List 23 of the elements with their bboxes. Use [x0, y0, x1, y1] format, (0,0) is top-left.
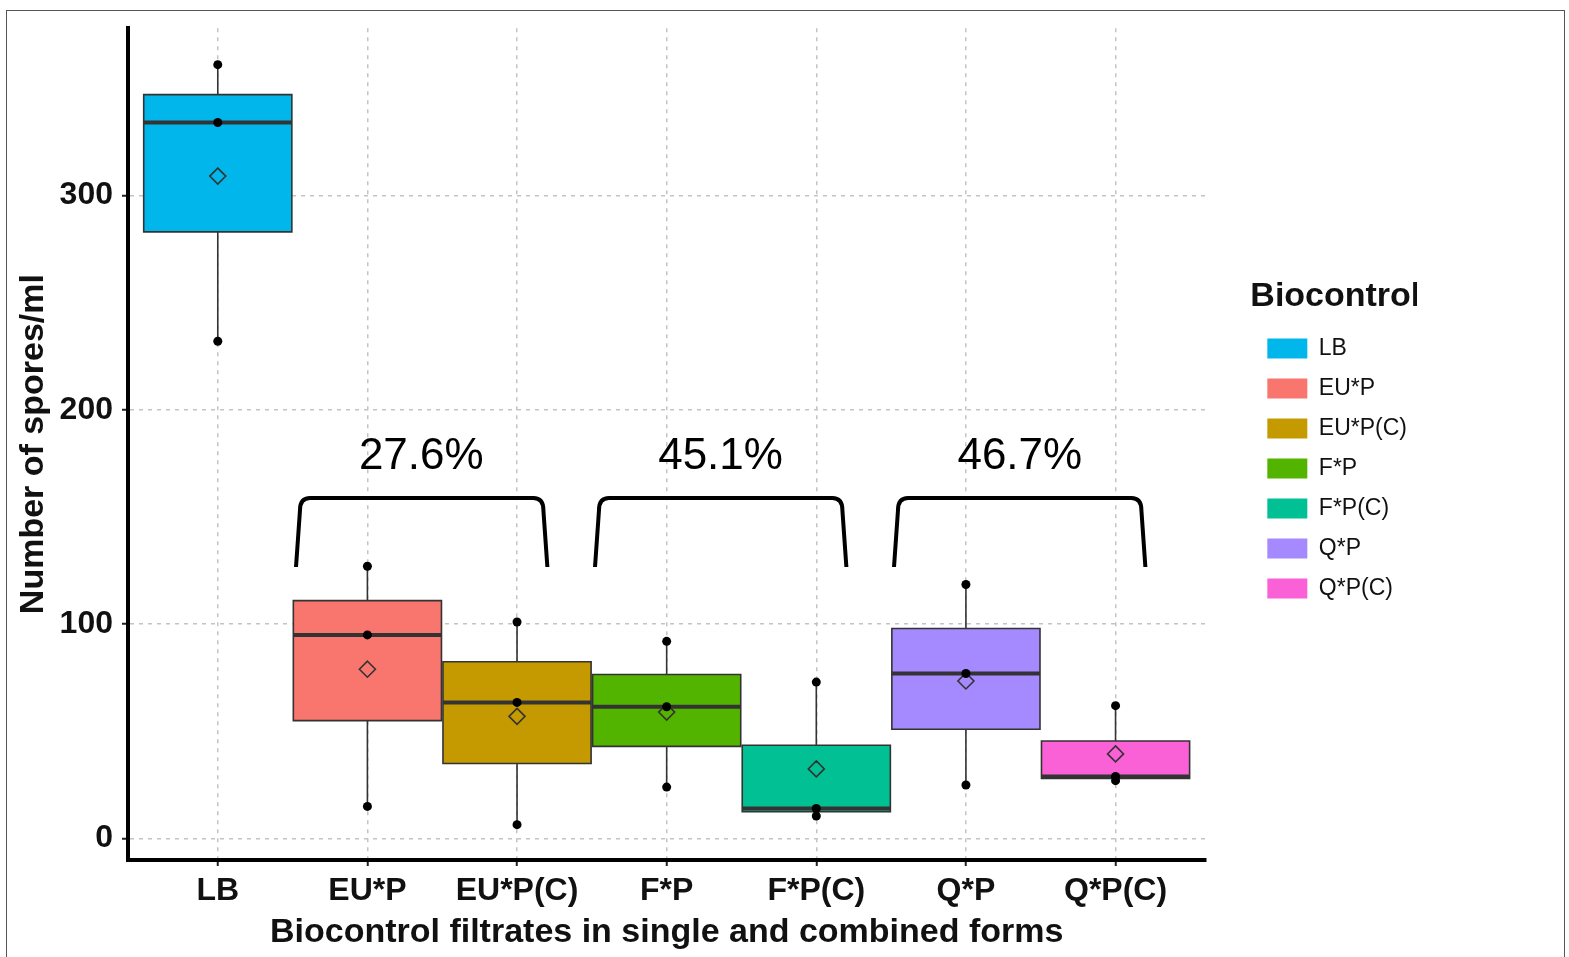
y-tick-label: 200	[59, 389, 113, 426]
y-tick-label: 300	[59, 175, 113, 212]
legend-label: Q*P(C)	[1318, 573, 1393, 600]
y-axis-title: Number of spores/ml	[11, 274, 50, 615]
x-tick-label: F*P	[639, 871, 694, 908]
x-tick-label: EU*P(C)	[455, 871, 579, 908]
x-tick-label: Q*P	[936, 871, 996, 908]
y-tick-label: 0	[95, 818, 113, 855]
annotation: 27.6%	[358, 428, 484, 478]
x-tick-label: EU*P	[328, 871, 407, 908]
x-tick-label: Q*P(C)	[1064, 871, 1168, 908]
legend-label: F*P	[1318, 453, 1358, 480]
legend-label: EU*P(C)	[1318, 413, 1407, 440]
annotation: 46.7%	[957, 428, 1083, 478]
legend-label: EU*P	[1318, 373, 1376, 400]
x-tick-label: LB	[196, 871, 240, 908]
annotation: 45.1%	[658, 428, 783, 478]
x-axis-title: Biocontrol filtrates in single and combined forms	[269, 910, 1064, 949]
legend-label: LB	[1318, 333, 1347, 360]
y-tick-label: 100	[59, 604, 113, 641]
legend-label: F*P(C)	[1318, 493, 1390, 520]
x-tick-label: F*P(C)	[767, 871, 866, 908]
legend-label: Q*P	[1318, 533, 1362, 560]
